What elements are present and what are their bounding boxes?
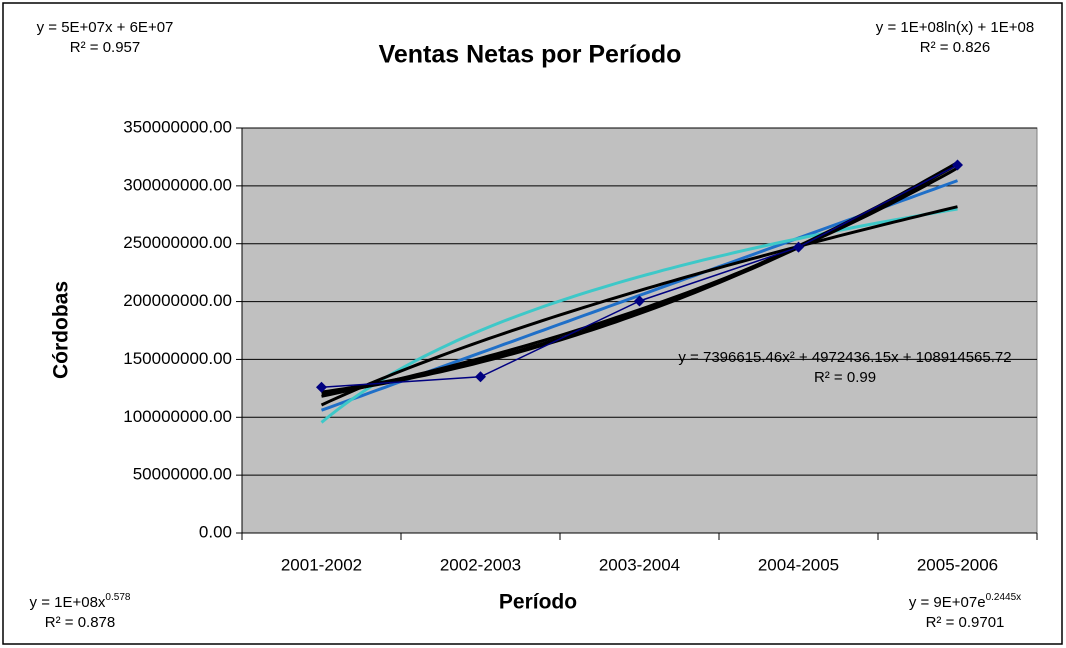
x-tick-label: 2002-2003 [440, 555, 521, 574]
trendline-equation: y = 7396615.46x² + 4972436.15x + 1089145… [678, 349, 1011, 366]
x-tick-label: 2001-2002 [281, 555, 362, 574]
marker [475, 371, 486, 383]
y-tick-label: 50000000.00 [133, 465, 232, 484]
trendline [320, 205, 958, 407]
y-tick-label: 200000000.00 [123, 291, 232, 310]
y-axis-title: Córdobas [50, 281, 73, 379]
x-tick-label: 2005-2006 [917, 555, 998, 574]
equation-text: y = 1E+08x [30, 594, 106, 611]
trendline [321, 161, 959, 396]
equation-text: y = 7396615.46x² + 4972436.15x + 1089145… [678, 349, 1011, 366]
chart-title: Ventas Netas por Período [379, 41, 682, 69]
y-tick-label: 100000000.00 [123, 407, 232, 426]
x-tick-label: 2004-2005 [758, 555, 839, 574]
trendline-r2: R² = 0.878 [45, 614, 115, 631]
equation-text: y = 9E+07e [909, 594, 986, 611]
trendline-r2: R² = 0.826 [920, 39, 990, 56]
equation-text: y = 1E+08ln(x) + 1E+08 [876, 19, 1034, 36]
marker [793, 241, 804, 253]
marker [634, 295, 645, 307]
equation-text: y = 5E+07x + 6E+07 [37, 19, 174, 36]
trendline-r2: R² = 0.957 [70, 39, 140, 56]
y-tick-label: 300000000.00 [123, 175, 232, 194]
y-tick-label: 150000000.00 [123, 349, 232, 368]
marker [316, 381, 327, 393]
trendline [320, 207, 958, 424]
trendline-equation: y = 9E+07e0.2445x [909, 592, 1021, 611]
equation-exponent: 0.578 [105, 592, 130, 603]
x-axis-title: Período [499, 591, 577, 614]
trendline-r2: R² = 0.99 [814, 369, 876, 386]
x-tick-label: 2003-2004 [599, 555, 680, 574]
equation-exponent: 0.2445x [986, 592, 1022, 603]
y-tick-label: 0.00 [199, 522, 232, 541]
trendline-equation: y = 1E+08ln(x) + 1E+08 [876, 19, 1034, 36]
marker [952, 159, 963, 171]
trendline [321, 166, 959, 398]
trendline-equation: y = 1E+08x0.578 [30, 592, 131, 611]
y-tick-label: 350000000.00 [123, 117, 232, 136]
y-tick-label: 250000000.00 [123, 233, 232, 252]
trendline-equation: y = 5E+07x + 6E+07 [37, 19, 174, 36]
trendline-r2: R² = 0.9701 [926, 614, 1005, 631]
